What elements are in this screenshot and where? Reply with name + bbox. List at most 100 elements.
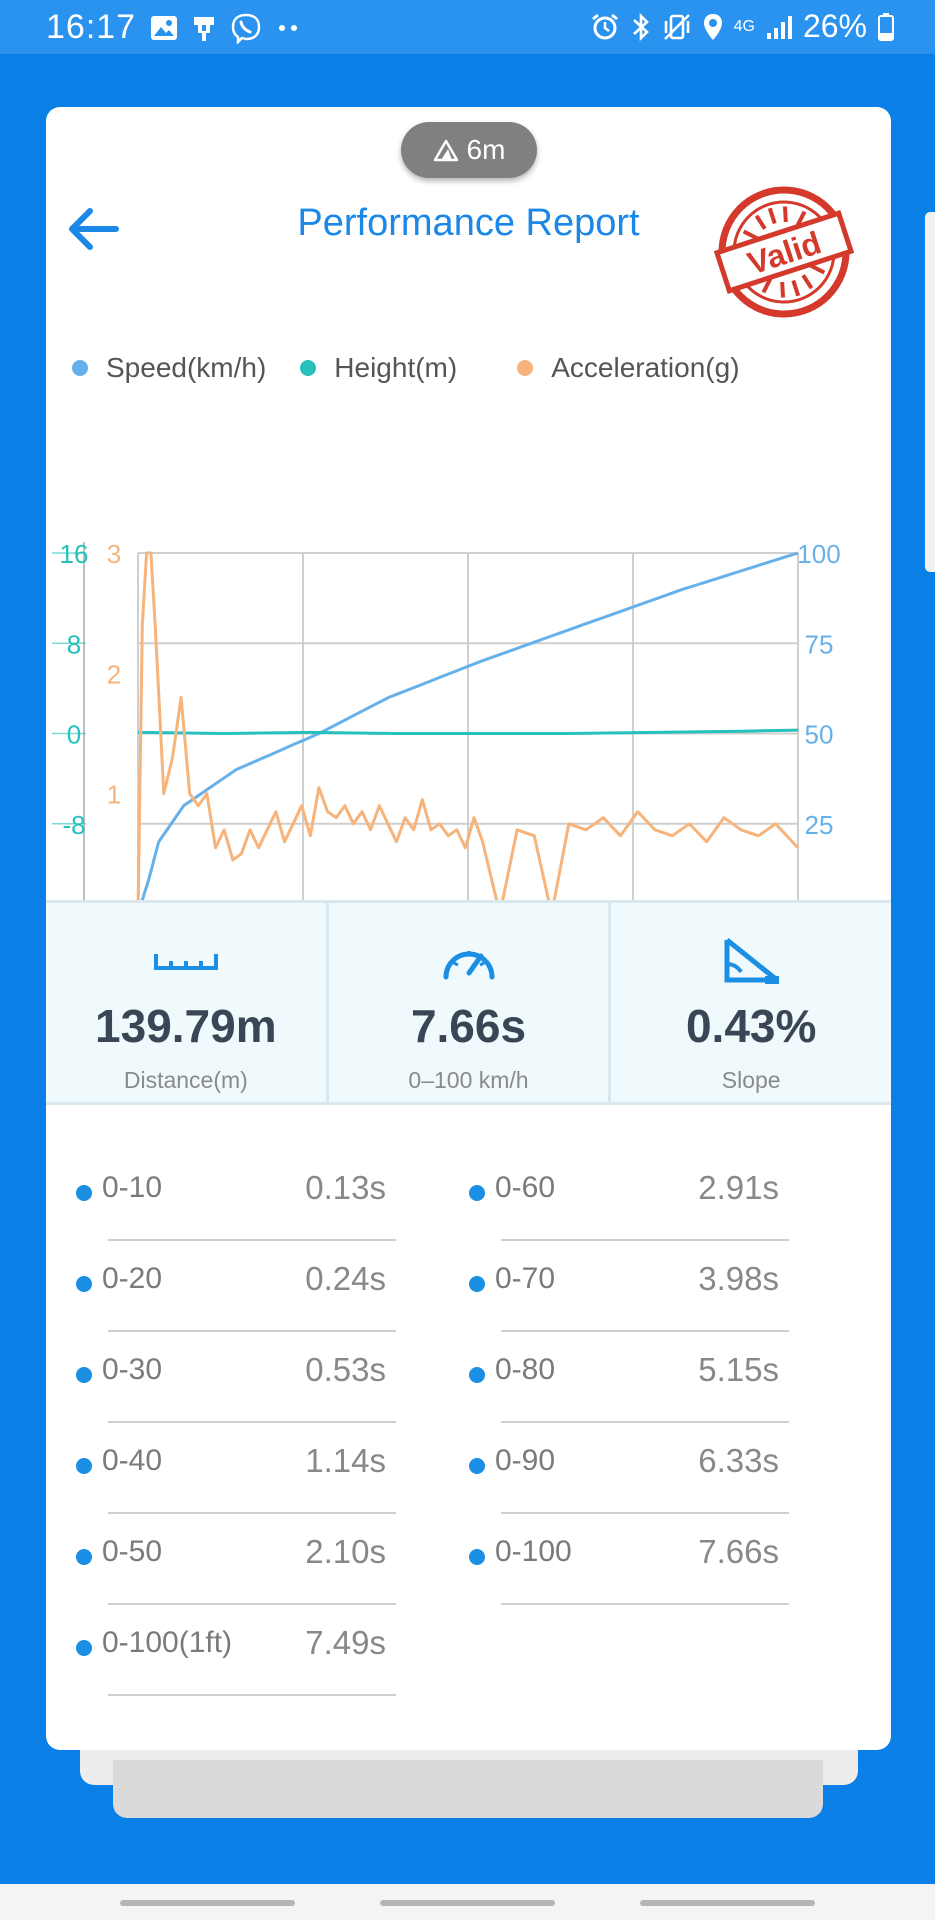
mountain-icon [433,139,458,162]
split-bullet [76,1458,92,1474]
ruler-icon [153,954,218,970]
split-divider [501,1239,789,1241]
split-divider [108,1694,396,1696]
split-bullet [76,1549,92,1565]
legend-height-label: Height(m) [334,352,458,383]
legend-speed[interactable]: Speed(km/h) [72,352,266,384]
stat-slope-value: 0.43% [685,1000,817,1052]
summary-stats: 139.79m Distance(m) 7.66s 0–100 km/h 0.4… [46,900,891,1105]
speedometer-icon [443,951,494,980]
split-value: 0.13s [305,1169,386,1206]
stat-slope-label: Slope [721,1067,781,1093]
stat-acceleration-label: 0–100 km/h [408,1067,529,1093]
legend-height-dot [300,360,317,376]
acceleration-tick-label: 2 [107,659,121,689]
stacked-card-shadow-2 [113,1760,823,1818]
split-row: 0-40 1.14s [46,1430,396,1520]
speed-tick-label: 25 [805,810,834,840]
height-tick-label: 16 [60,539,89,569]
speed-tick-label: 75 [805,629,834,659]
chart-legend: Speed(km/h) Height(m) Acceleration(g) [72,352,774,384]
split-label: 0-90 [495,1444,556,1477]
split-row: 0-100(1ft) 7.49s [46,1612,396,1702]
stat-slope: 0.43% Slope [608,903,891,1102]
split-row: 0-10 0.13s [46,1157,396,1247]
back-arrow-icon[interactable] [62,197,126,261]
split-row: 0-100 7.66s [439,1521,789,1611]
split-row: 0-90 6.33s [439,1430,789,1520]
acceleration-tick-label: 3 [107,539,121,569]
split-bullet [469,1185,485,1201]
battery-icon [878,12,894,41]
split-label: 0-80 [495,1353,556,1386]
speed-tick-label: 50 [805,720,834,750]
split-row: 0-80 5.15s [439,1339,789,1429]
split-value: 0.24s [305,1260,386,1297]
split-label: 0-100(1ft) [102,1626,233,1659]
nav-back-handle[interactable] [640,1900,815,1906]
split-divider [108,1330,396,1332]
legend-acceleration-dot [517,360,534,376]
viber-icon [231,13,261,44]
split-label: 0-50 [102,1535,163,1568]
performance-report-card: 6m Performance Report Valid Speed(km/h) … [46,107,891,1750]
alarm-icon [591,13,618,39]
page-title: Performance Report [297,202,640,244]
split-divider [501,1603,789,1605]
split-value: 3.98s [698,1260,779,1297]
nav-recents-handle[interactable] [120,1900,295,1906]
location-icon [703,13,722,40]
altitude-pill: 6m [401,122,537,178]
split-value: 5.15s [698,1351,779,1388]
split-bullet [76,1276,92,1292]
split-label: 0-20 [102,1262,163,1295]
usb-icon [194,17,214,41]
stat-acceleration-value: 7.66s [410,1000,527,1052]
split-row: 0-20 0.24s [46,1248,396,1338]
signal-icon [766,15,792,39]
stat-acceleration-time: 7.66s 0–100 km/h [325,903,609,1102]
legend-speed-label: Speed(km/h) [106,352,267,383]
split-divider [108,1421,396,1423]
stat-distance-value: 139.79m [95,1000,277,1052]
altitude-value: 6m [466,134,506,165]
legend-height[interactable]: Height(m) [300,352,457,384]
split-bullet [76,1185,92,1201]
nav-home-handle[interactable] [380,1900,555,1906]
legend-acceleration[interactable]: Acceleration(g) [517,352,740,384]
status-time: 16:17 [46,8,137,46]
split-divider [501,1421,789,1423]
split-label: 0-10 [102,1171,163,1204]
height-tick-label: 0 [67,720,81,750]
image-icon [151,16,177,40]
split-value: 2.10s [305,1533,386,1570]
split-divider [108,1512,396,1514]
split-divider [108,1603,396,1605]
split-bullet [469,1276,485,1292]
battery-percent: 26% [802,8,867,44]
split-divider [108,1239,396,1241]
split-label: 0-60 [495,1171,556,1204]
split-label: 0-40 [102,1444,163,1477]
split-divider [501,1512,789,1514]
stat-distance: 139.79m Distance(m) [46,903,326,1102]
split-value: 7.49s [305,1624,386,1661]
acceleration-tick-label: 1 [107,780,121,810]
valid-stamp: Valid [714,186,854,318]
height-tick-label: -8 [62,810,85,840]
acceleration-series-line [136,551,800,916]
split-bullet [469,1367,485,1383]
more-dots-icon [279,25,297,31]
scroll-indicator[interactable] [925,212,935,572]
split-row: 0-30 0.53s [46,1339,396,1429]
height-series-line [137,728,799,735]
split-label: 0-100 [495,1535,572,1568]
split-value: 6.33s [698,1442,779,1479]
split-row: 0-60 2.91s [439,1157,789,1247]
split-row: 0-50 2.10s [46,1521,396,1611]
legend-speed-dot [72,360,88,376]
split-value: 7.66s [698,1533,779,1570]
system-nav-bar [0,1884,935,1920]
split-bullet [76,1367,92,1383]
